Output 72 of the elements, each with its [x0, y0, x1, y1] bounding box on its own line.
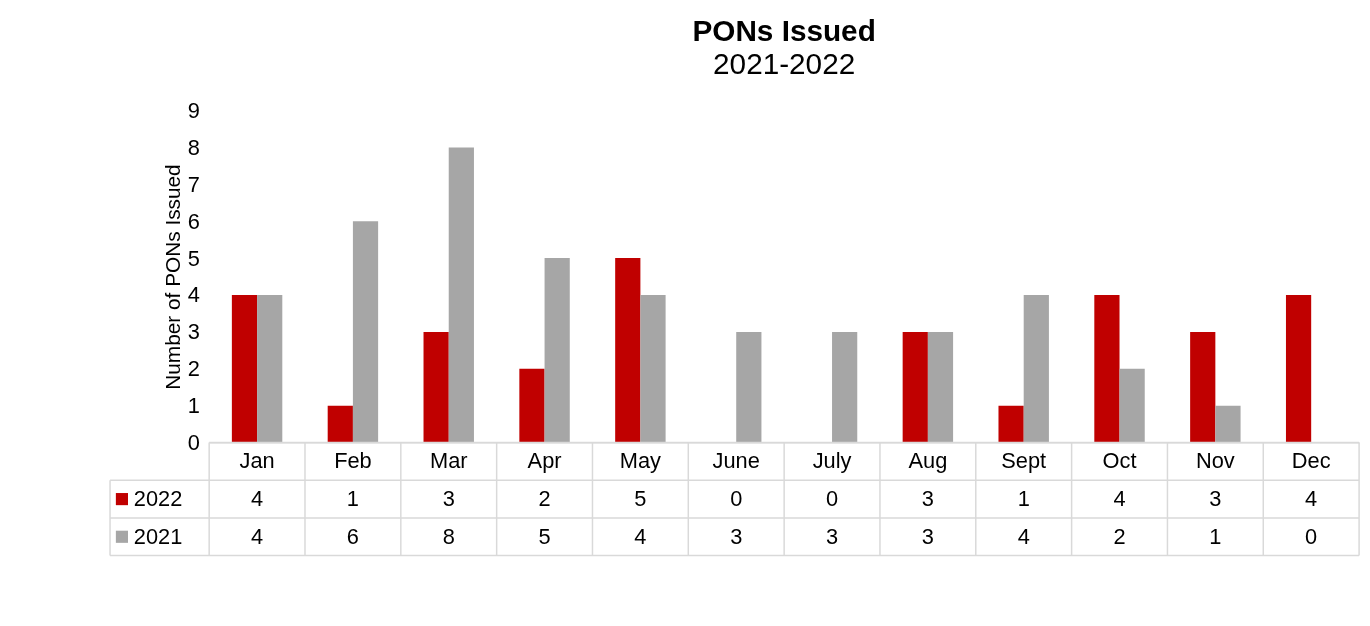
x-tick-label: Oct — [1102, 447, 1137, 473]
y-tick-label: 5 — [187, 245, 200, 271]
bar — [423, 331, 449, 443]
bar — [1190, 331, 1216, 443]
bar — [615, 258, 641, 443]
data-label: 4 — [251, 486, 264, 512]
data-label: 0 — [1305, 523, 1318, 549]
data-label: 3 — [442, 486, 455, 512]
data-label: 1 — [1017, 486, 1030, 512]
bar — [519, 368, 545, 443]
data-label: 3 — [825, 523, 839, 549]
y-tick-label: 2 — [187, 356, 200, 382]
data-label: 1 — [1209, 523, 1222, 549]
data-label: 2 — [538, 486, 551, 512]
data-label: 5 — [538, 523, 551, 549]
data-label: 6 — [346, 523, 359, 549]
bar — [736, 331, 762, 443]
x-tick-label: Apr — [527, 447, 562, 473]
x-tick-label: June — [712, 447, 760, 473]
data-label: 2 — [1113, 523, 1126, 549]
bar — [1215, 405, 1241, 443]
bar — [640, 295, 666, 443]
x-tick-label: Nov — [1195, 447, 1235, 473]
y-tick-label: 3 — [187, 319, 200, 345]
x-tick-label: Feb — [334, 447, 372, 473]
data-label: 1 — [346, 486, 359, 512]
data-label: 4 — [1305, 486, 1318, 512]
data-label: 3 — [921, 523, 934, 549]
chart-subtitle: 2021-2022 — [713, 46, 856, 80]
data-label: 0 — [730, 486, 743, 512]
bar — [352, 221, 379, 443]
data-label: 8 — [442, 523, 455, 549]
y-tick-label: 1 — [187, 393, 200, 419]
y-tick-label: 9 — [187, 97, 200, 123]
y-tick-label: 0 — [187, 430, 200, 456]
data-label: 0 — [825, 486, 839, 512]
x-tick-label: Aug — [908, 447, 948, 473]
data-label: 4 — [251, 523, 264, 549]
bar — [1119, 368, 1145, 443]
data-label: 3 — [1209, 486, 1222, 512]
bar — [1023, 295, 1049, 443]
bar — [998, 405, 1024, 443]
chart-title: PONs Issued — [692, 14, 876, 48]
y-axis-title: Number of PONs Issued — [160, 164, 184, 390]
x-tick-label: May — [619, 447, 662, 473]
x-tick-label: Jan — [239, 447, 275, 473]
y-tick-label: 8 — [187, 134, 200, 160]
bar — [448, 147, 474, 443]
x-tick-label: Sept — [1001, 447, 1047, 473]
bar — [902, 331, 928, 443]
bar — [1094, 295, 1120, 443]
data-label: 4 — [634, 523, 647, 549]
bar — [927, 331, 954, 443]
bar — [832, 331, 858, 443]
data-label: 4 — [1113, 486, 1126, 512]
y-tick-label: 4 — [187, 282, 200, 308]
data-label: 3 — [921, 486, 934, 512]
bar — [231, 295, 258, 443]
x-tick-label: July — [812, 447, 852, 473]
y-tick-label: 7 — [187, 171, 200, 197]
bar — [327, 405, 353, 443]
legend-label: 2022 — [133, 486, 183, 512]
bar — [257, 295, 283, 443]
bar — [1285, 295, 1312, 443]
data-label: 5 — [634, 486, 647, 512]
data-label: 3 — [730, 523, 743, 549]
legend-label: 2021 — [133, 523, 183, 549]
data-label: 4 — [1017, 523, 1030, 549]
x-tick-label: Mar — [429, 447, 468, 473]
bar — [544, 258, 570, 443]
y-tick-label: 6 — [187, 208, 200, 234]
x-tick-label: Dec — [1291, 447, 1331, 473]
